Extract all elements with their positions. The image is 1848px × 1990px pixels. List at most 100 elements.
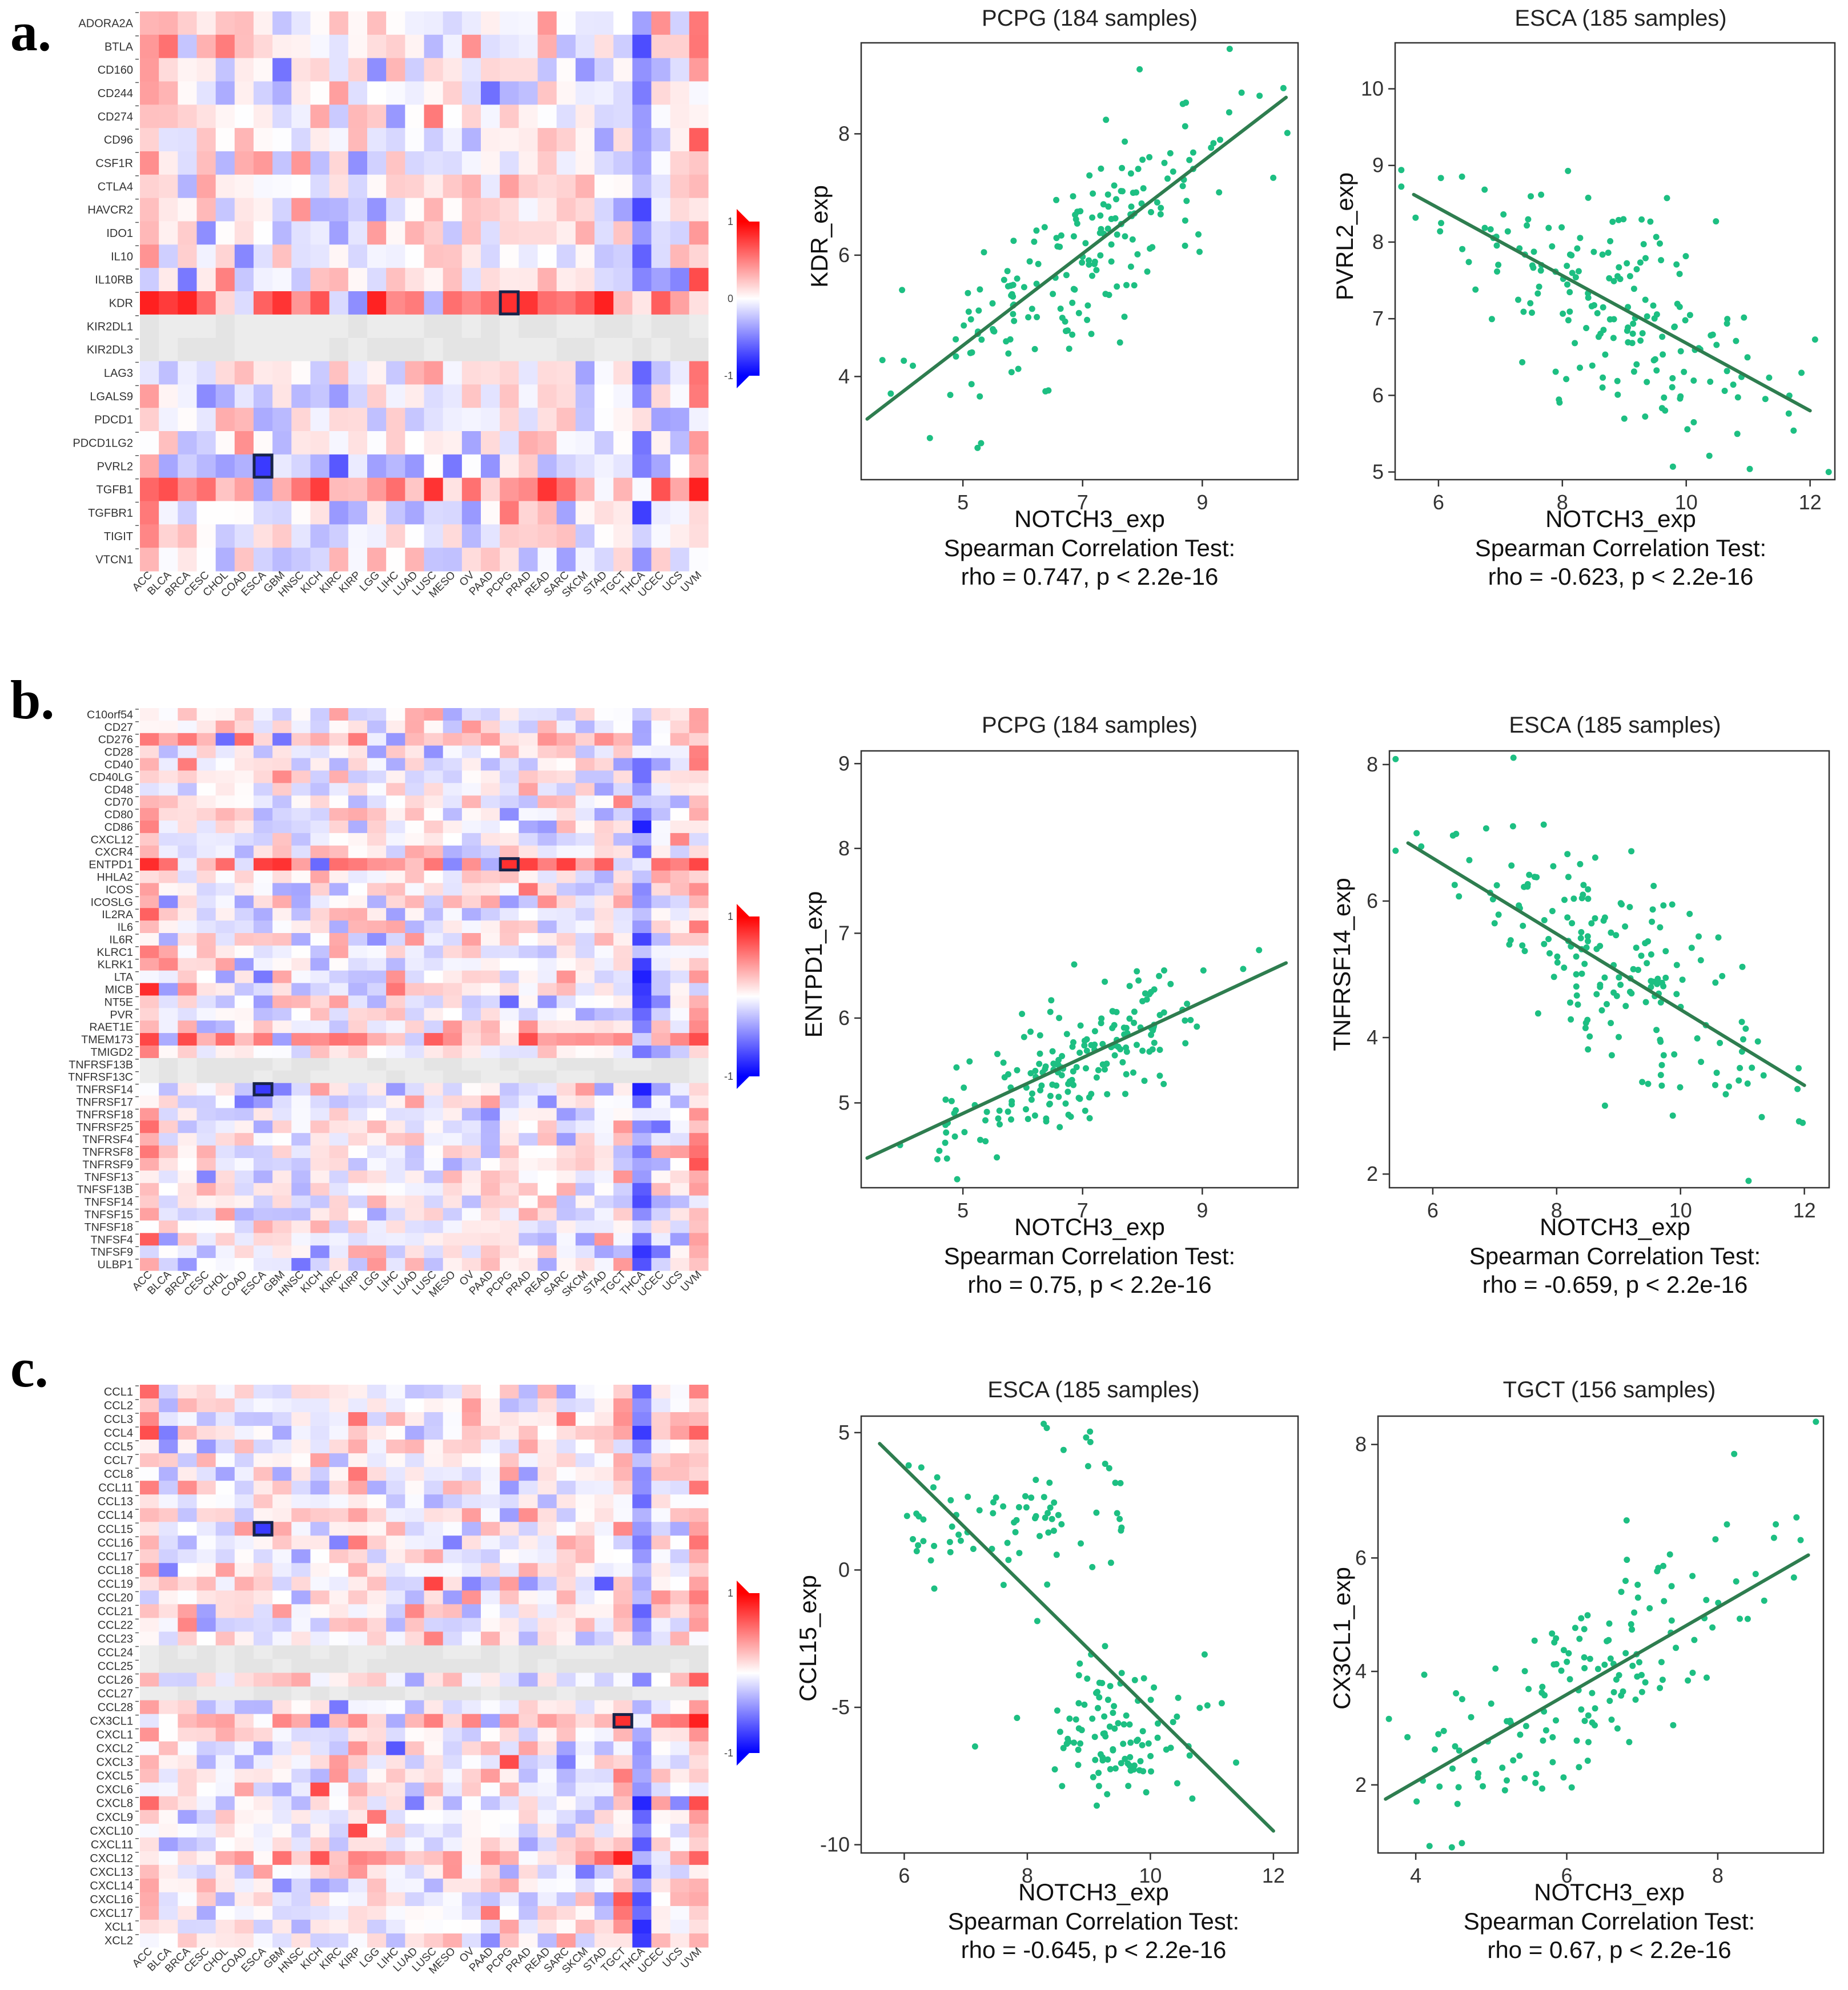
heatmap-cell — [140, 1158, 159, 1171]
heatmap-cell — [215, 1183, 235, 1196]
heatmap-cell — [367, 291, 387, 315]
heatmap-cell — [500, 1604, 519, 1619]
heatmap-cell — [405, 1878, 425, 1893]
heatmap-cell — [140, 1686, 159, 1701]
heatmap-cell — [613, 524, 633, 548]
heatmap-cell — [178, 1755, 198, 1770]
heatmap-cell — [556, 945, 576, 959]
row-label: CD28 — [105, 746, 133, 759]
heatmap-cell — [405, 1494, 425, 1509]
scatter-point — [1492, 1665, 1499, 1672]
heatmap-cell — [140, 1108, 159, 1121]
heatmap-cell — [310, 870, 330, 884]
scatter-point — [1531, 874, 1538, 881]
ylabel-b2: TNFRSF14_exp — [1328, 878, 1355, 1051]
scatter-point — [1120, 1740, 1127, 1747]
heatmap-cell — [215, 1033, 235, 1046]
heatmap-cell — [291, 1851, 311, 1866]
heatmap-cell — [670, 1183, 690, 1196]
heatmap-cell — [178, 1083, 198, 1096]
heatmap-cell — [651, 933, 671, 946]
heatmap-cell — [575, 1145, 595, 1159]
heatmap-cell — [481, 883, 500, 896]
heatmap-cell — [670, 1046, 690, 1059]
heatmap-cell — [424, 1398, 444, 1413]
heatmap-cell — [234, 958, 254, 971]
heatmap-cell — [461, 1823, 481, 1838]
scatter-point — [1569, 270, 1576, 276]
heatmap-cell — [367, 1058, 387, 1071]
scatter-point — [1072, 216, 1079, 223]
heatmap-cell — [461, 1258, 481, 1271]
heatmap-cell — [443, 1020, 463, 1034]
scatter-point — [1614, 391, 1621, 398]
scatter-point — [1459, 173, 1465, 180]
scatter-point — [1046, 1101, 1052, 1108]
heatmap-cell — [178, 34, 198, 59]
column-label: KIRP — [337, 1269, 363, 1295]
heatmap-cell — [424, 733, 444, 746]
scatter-point — [1703, 1597, 1710, 1603]
scatter-point — [1134, 968, 1140, 975]
heatmap-cell — [461, 1058, 481, 1071]
scatter-point — [978, 336, 985, 343]
heatmap-cell — [424, 1714, 444, 1728]
scatter-point — [1654, 980, 1661, 987]
heatmap-cell — [159, 883, 178, 896]
heatmap-cell — [651, 1686, 671, 1701]
row-label: BTLA — [105, 41, 134, 53]
scatter-point — [1069, 299, 1076, 306]
heatmap-cell — [424, 454, 444, 479]
y-tick-label: 7 — [838, 921, 850, 944]
heatmap-cell — [537, 268, 557, 292]
heatmap-cell — [348, 268, 368, 292]
scatter-point — [1087, 1428, 1094, 1435]
heatmap-cell — [481, 1878, 500, 1893]
heatmap-cell — [159, 1810, 178, 1824]
heatmap-cell — [537, 733, 557, 746]
heatmap-cell — [443, 883, 463, 896]
column-label: HNSC — [276, 1945, 307, 1976]
scatter-point — [1142, 990, 1148, 997]
scatter-points — [1385, 1418, 1819, 1851]
heatmap-cell — [367, 1714, 387, 1728]
heatmap-cell — [613, 1145, 633, 1159]
heatmap-cell — [386, 733, 405, 746]
heatmap-cell — [613, 720, 633, 734]
highlight-box — [252, 1082, 274, 1097]
scatter-point — [1086, 1094, 1092, 1101]
heatmap-cell — [651, 337, 671, 362]
heatmap-cell — [215, 1796, 235, 1811]
heatmap-cell — [159, 1755, 178, 1770]
heatmap-cell — [386, 1577, 405, 1591]
heatmap-cell — [348, 870, 368, 884]
heatmap-cell — [613, 548, 633, 572]
heatmap-cell — [689, 1522, 709, 1536]
scatter-point — [982, 1138, 989, 1145]
heatmap-cell — [613, 1878, 633, 1893]
heatmap-cell — [234, 268, 254, 292]
heatmap-cell — [386, 1440, 405, 1454]
heatmap-cell — [348, 408, 368, 432]
heatmap-cell — [367, 1673, 387, 1687]
heatmap-cell — [537, 1563, 557, 1577]
scatter-point — [1008, 369, 1015, 376]
heatmap-cell — [386, 883, 405, 896]
scatter-point — [1564, 1658, 1570, 1665]
heatmap-cell — [272, 733, 292, 746]
scatter-point — [1059, 1053, 1066, 1059]
row-label: CCL3 — [104, 1413, 133, 1426]
scatter-point — [1573, 953, 1580, 960]
heatmap-cell — [461, 1508, 481, 1522]
heatmap-cell — [367, 1659, 387, 1674]
row-label: TNFRSF4 — [82, 1133, 133, 1146]
heatmap-cell — [196, 58, 216, 82]
heatmap-cell — [405, 1810, 425, 1824]
heatmap-cell — [632, 1170, 652, 1184]
heatmap-cell — [215, 11, 235, 35]
scatter-point — [1642, 296, 1649, 303]
heatmap-cell — [140, 908, 159, 921]
heatmap-cell — [519, 1412, 539, 1426]
scatter-point — [1047, 1504, 1054, 1511]
